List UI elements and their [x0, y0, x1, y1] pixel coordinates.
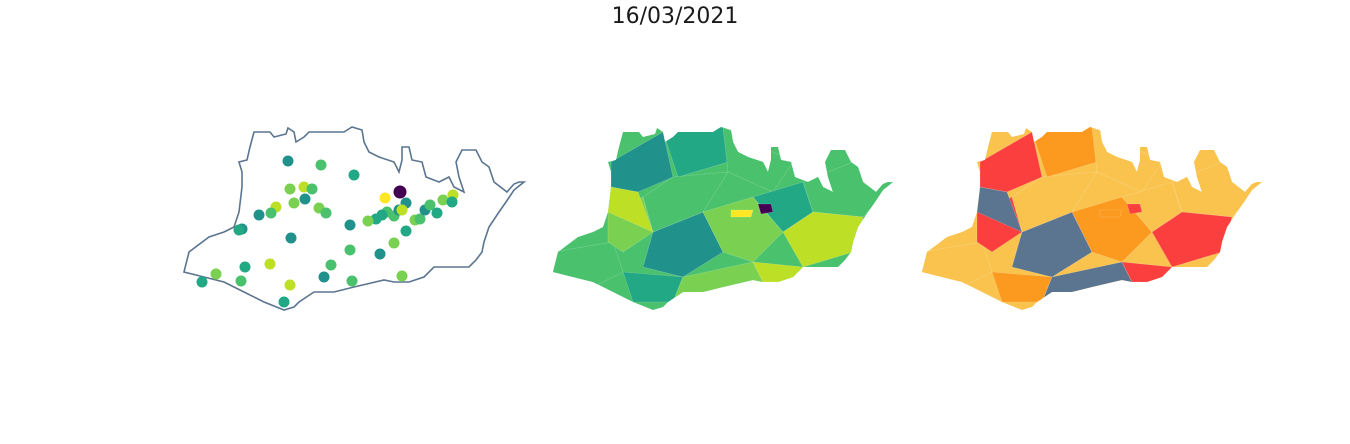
- map-point: [400, 225, 412, 237]
- map-point: [196, 276, 208, 288]
- map-region: [610, 131, 674, 193]
- map-point: [396, 270, 408, 282]
- map-point: [424, 199, 436, 211]
- map-point: [396, 204, 408, 216]
- map-point: [379, 192, 391, 204]
- map-point: [299, 193, 311, 205]
- map-point: [278, 296, 290, 308]
- map-point: [264, 258, 276, 270]
- map-point: [346, 275, 358, 287]
- map-point: [253, 209, 265, 221]
- point-map-panel: [183, 126, 525, 311]
- map-region: [730, 209, 754, 218]
- map-point: [315, 159, 327, 171]
- map-point: [320, 207, 332, 219]
- figure-title: 16/03/2021: [611, 4, 739, 29]
- map-region: [642, 211, 724, 278]
- map-point: [306, 183, 318, 195]
- map-point: [344, 244, 356, 256]
- map-region: [991, 271, 1053, 303]
- map-point: [284, 183, 296, 195]
- map-region: [642, 171, 729, 233]
- map-region: [1171, 161, 1262, 218]
- map-point: [210, 268, 222, 280]
- map-point: [239, 261, 251, 273]
- map-region: [979, 131, 1043, 193]
- map-point: [284, 279, 296, 291]
- map-point: [374, 248, 386, 260]
- choropleth-risk-panel: [922, 127, 1262, 310]
- map-point: [362, 215, 374, 227]
- map-point: [388, 237, 400, 249]
- map-region: [757, 203, 774, 215]
- map-point: [414, 213, 426, 225]
- map-region: [922, 241, 993, 288]
- map-point: [348, 169, 360, 181]
- map-point: [325, 259, 337, 271]
- choropleth-risk-regions: [922, 127, 1262, 310]
- map-point: [318, 271, 330, 283]
- map-point: [288, 197, 300, 209]
- choropleth-viridis-panel: [553, 127, 893, 310]
- map-region: [802, 161, 893, 218]
- map-region: [1011, 171, 1098, 233]
- map-point: [233, 224, 245, 236]
- map-region: [1099, 209, 1123, 218]
- choropleth-viridis-regions: [553, 127, 893, 310]
- map-point: [265, 207, 277, 219]
- map-point: [376, 209, 388, 221]
- map-point: [437, 194, 449, 206]
- map-region: [553, 241, 624, 288]
- map-point: [393, 185, 407, 199]
- map-point: [285, 232, 297, 244]
- map-region: [622, 271, 684, 303]
- map-point: [431, 207, 443, 219]
- map-point: [446, 196, 458, 208]
- map-point: [344, 219, 356, 231]
- map-point: [235, 275, 247, 287]
- map-point: [282, 155, 294, 167]
- points-layer: [196, 155, 459, 308]
- map-region: [1126, 203, 1143, 215]
